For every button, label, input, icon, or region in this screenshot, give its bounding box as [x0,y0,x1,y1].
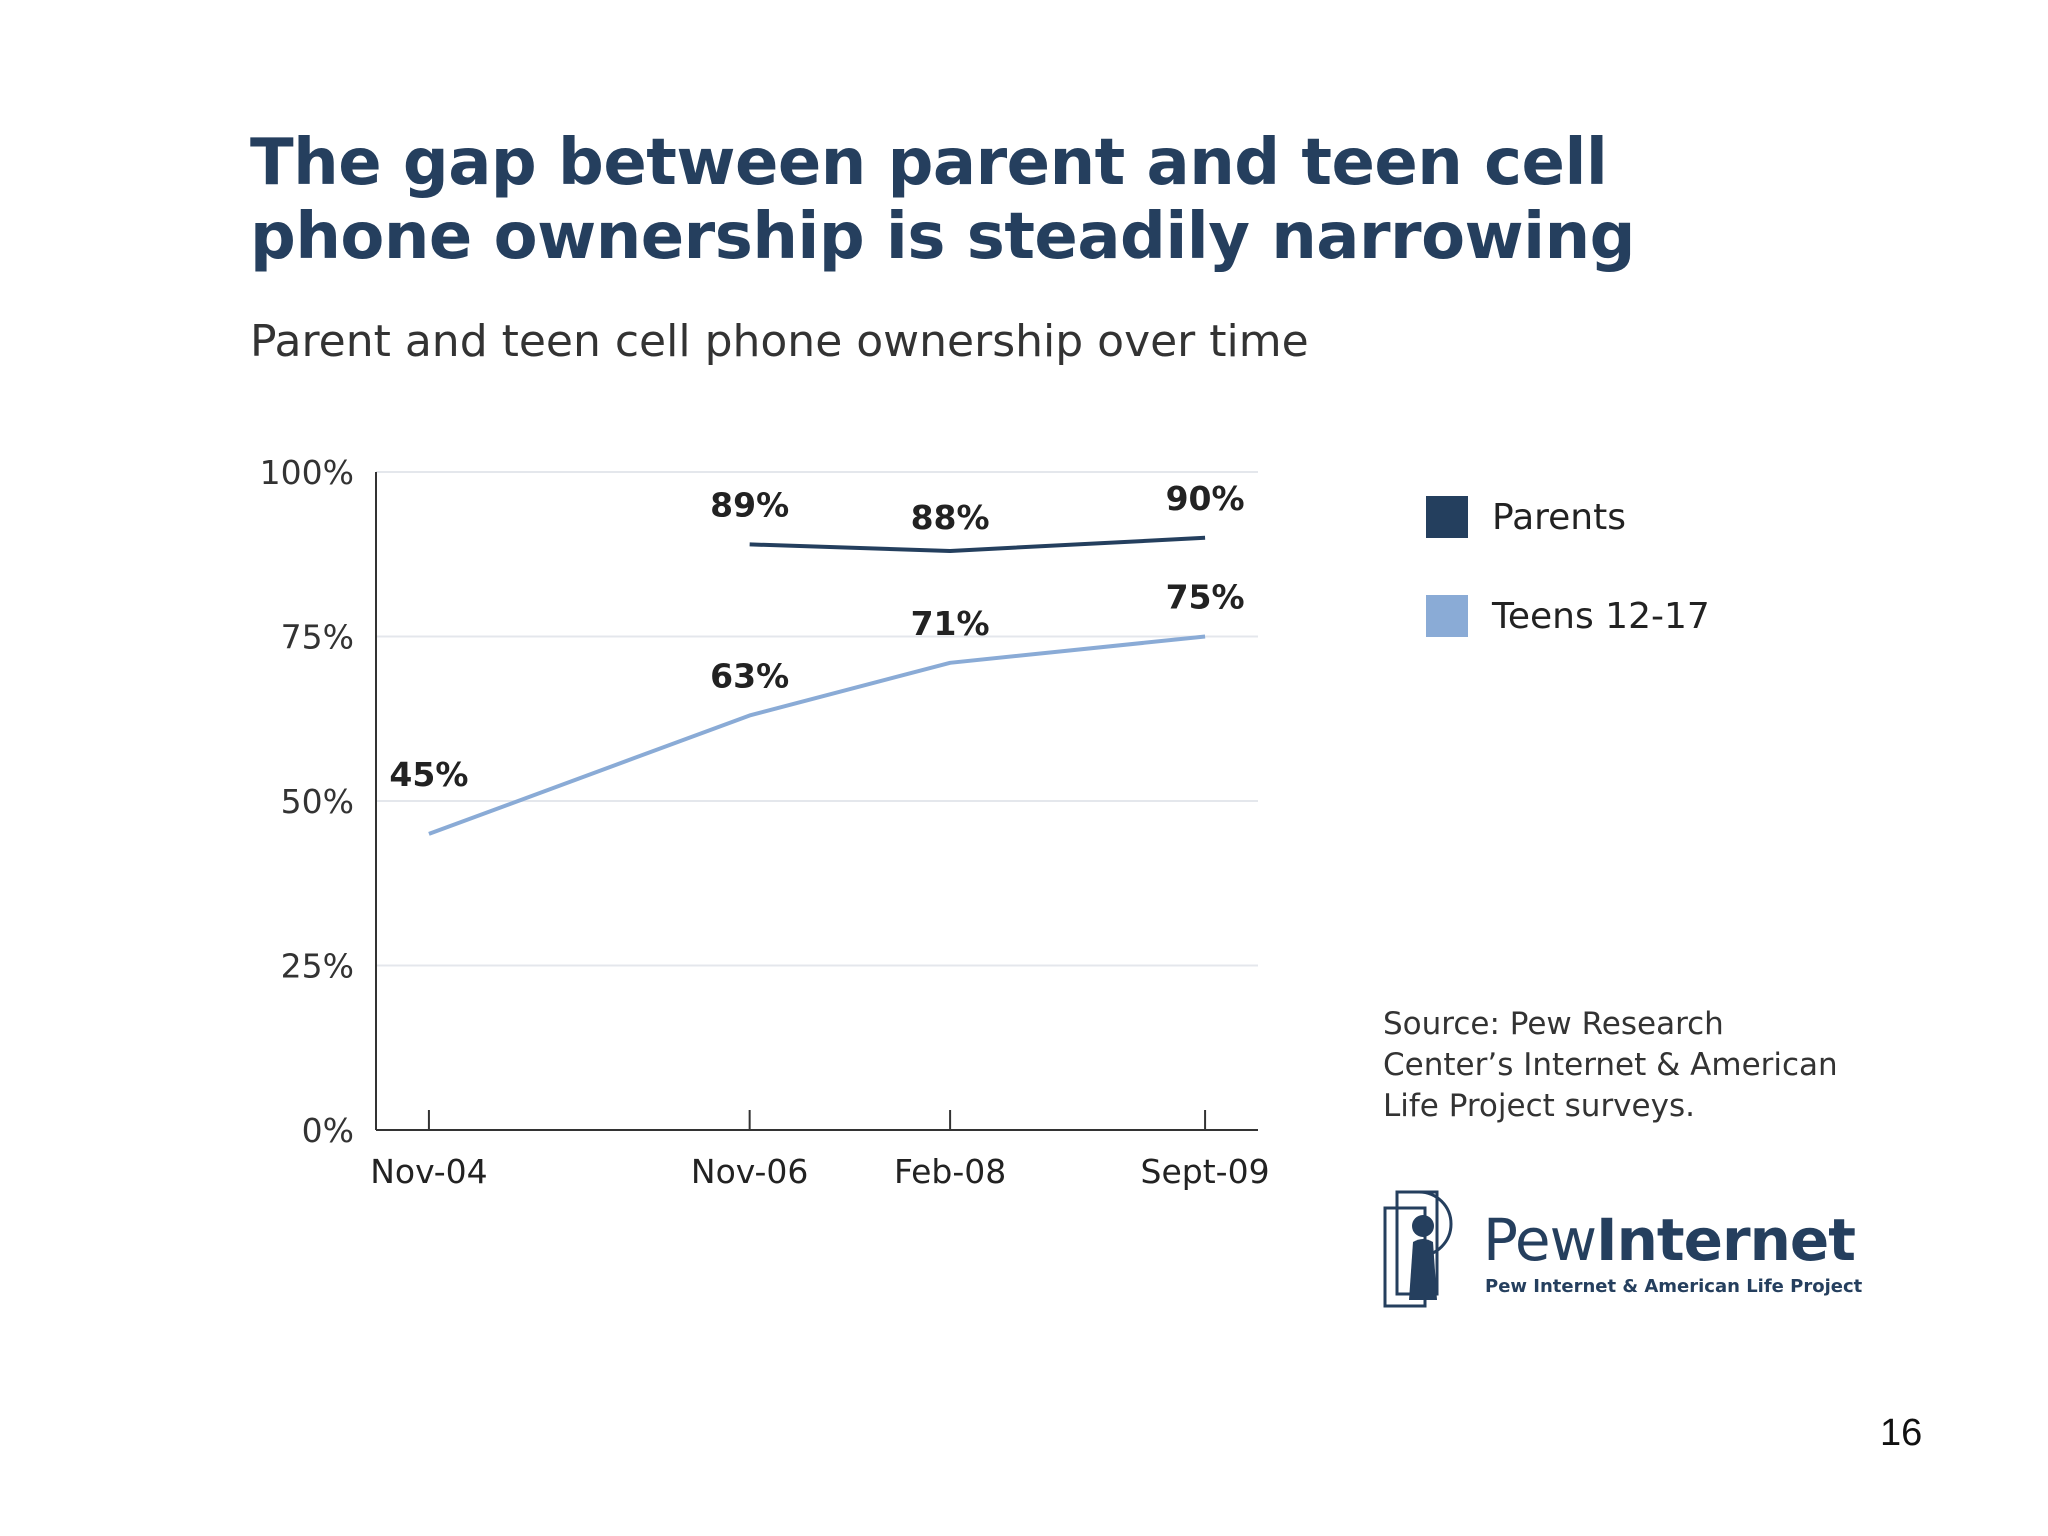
series-line-teens [428,634,1206,836]
source-line: Source: Pew Research [1383,1006,1724,1042]
data-label: 63% [710,656,789,695]
pew-internet-logo: PewInternet Pew Internet & American Life… [1383,1186,1862,1310]
pew-keyhole-person-icon [1383,1190,1453,1308]
slide-title: The gap between parent and teen cell pho… [250,126,1635,274]
x-tick-label: Nov-06 [691,1152,808,1191]
source-line: Center’s Internet & American [1383,1047,1838,1083]
source-note: Source: Pew Research Center’s Internet &… [1383,1004,1863,1127]
legend-item-parents: Parents [1426,495,1626,539]
logo-name-light: Pew [1483,1206,1597,1274]
data-label: 45% [389,755,468,794]
y-tick-label: 75% [281,618,354,657]
series-line-parents [749,535,1206,553]
legend-swatch-teens [1426,595,1468,637]
line-chart: 0% 25% 50% 75% 100% Nov-04 Nov-06 Feb-08 Sept-09… [260,453,1270,1191]
y-tick-label: 25% [281,947,354,986]
y-tick-label: 50% [281,782,354,821]
y-tick-label: 100% [260,453,354,492]
x-tick-label: Feb-08 [894,1152,1006,1191]
logo-name-bold: Internet [1596,1206,1856,1274]
data-label: 89% [710,485,789,524]
x-tick-label: Nov-04 [370,1152,487,1191]
source-line: Life Project surveys. [1383,1088,1695,1124]
logo-tagline: Pew Internet & American Life Project [1485,1276,1863,1297]
chart-title: Parent and teen cell phone ownership ove… [250,316,1309,367]
legend-label-teens: Teens 12-17 [1492,595,1710,637]
page-number: 16 [1880,1412,1923,1454]
data-label: 88% [911,498,990,537]
logo-title: PewInternet [1483,1206,1856,1274]
legend-item-teens: Teens 12-17 [1426,594,1710,638]
legend-label-parents: Parents [1492,496,1626,538]
x-tick-label: Sept-09 [1141,1152,1270,1191]
legend-swatch-parents [1426,496,1468,538]
data-label: 75% [1166,578,1245,617]
y-tick-label: 0% [302,1111,354,1150]
data-label: 71% [911,604,990,643]
data-label: 90% [1166,479,1245,518]
